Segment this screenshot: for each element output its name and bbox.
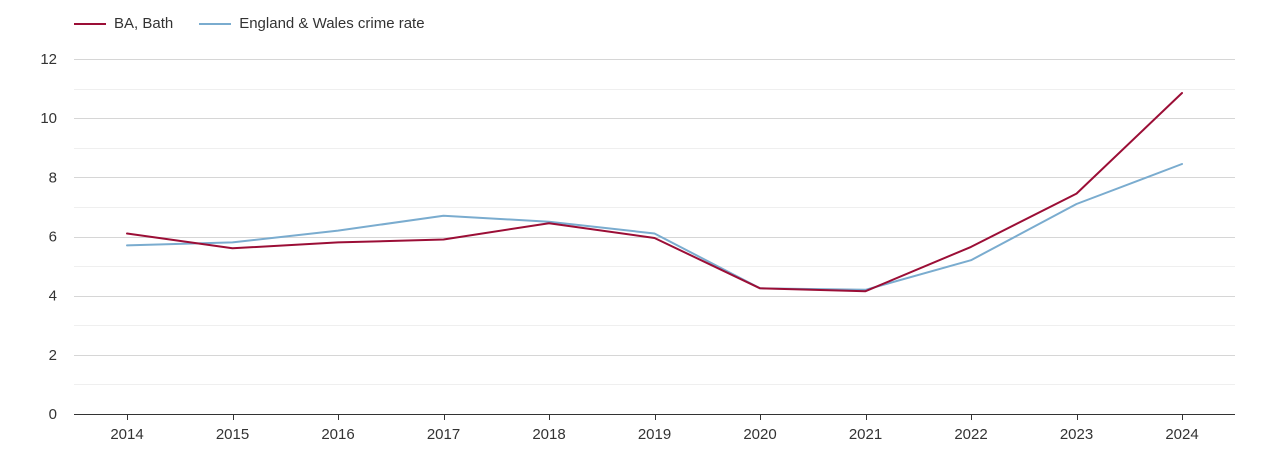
y-tick-label: 12 [40, 51, 57, 68]
y-tick-label: 4 [49, 288, 57, 305]
x-tick-label: 2015 [216, 426, 249, 443]
legend-item-england-wales[interactable]: England & Wales crime rate [199, 15, 425, 32]
x-tick-label: 2017 [427, 426, 460, 443]
legend-label-england-wales: England & Wales crime rate [239, 15, 425, 32]
x-tick-label: 2021 [849, 426, 882, 443]
legend-label-ba-bath: BA, Bath [114, 15, 174, 32]
x-tick-label: 2022 [954, 426, 987, 443]
x-tick-label: 2020 [743, 426, 776, 443]
y-tick-label: 10 [40, 110, 57, 127]
x-tick-label: 2016 [321, 426, 354, 443]
x-tick-label: 2018 [532, 426, 565, 443]
legend-item-ba-bath[interactable]: BA, Bath [74, 15, 173, 32]
legend-swatch-ba-bath [74, 22, 106, 25]
y-tick-label: 8 [49, 169, 57, 186]
series-line-ba-bath [126, 92, 1183, 293]
series-line-england-wales-crime-rate [126, 163, 1183, 291]
x-tick-label: 2019 [638, 426, 671, 443]
legend-swatch-england-wales [199, 22, 232, 25]
x-tick-label: 2024 [1165, 426, 1198, 443]
y-tick-label: 2 [49, 347, 57, 364]
y-tick-label: 6 [49, 229, 57, 246]
x-tick-label: 2014 [110, 426, 143, 443]
x-tick-label: 2023 [1060, 426, 1093, 443]
legend: BA, Bath England & Wales crime rate [74, 15, 425, 32]
y-tick-label: 0 [49, 406, 57, 423]
